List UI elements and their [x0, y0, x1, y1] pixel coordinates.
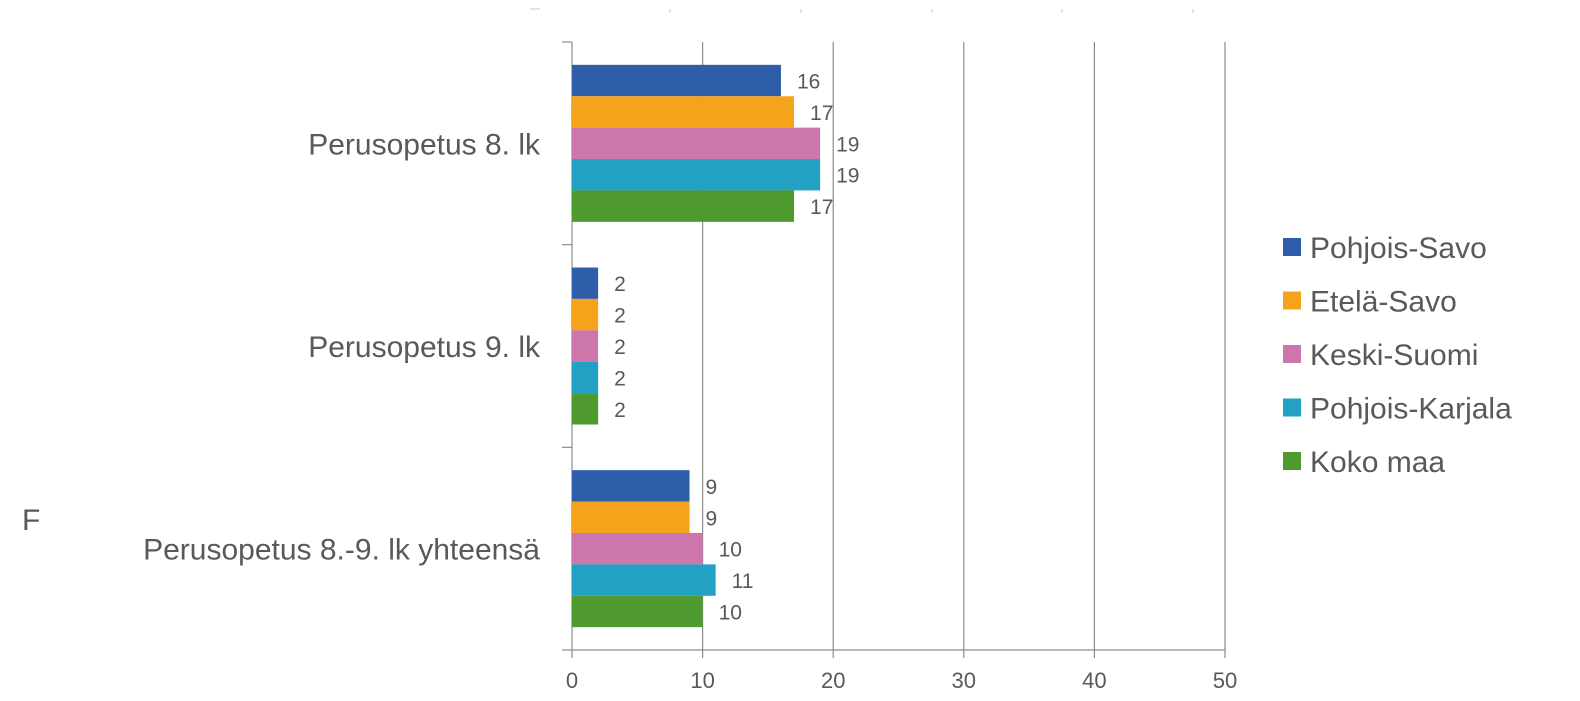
bar	[572, 298, 599, 331]
category-label: Perusopetus 9. lk	[308, 331, 541, 364]
legend-label: Pohjois-Karjala	[1310, 393, 1512, 426]
legend-swatch	[1283, 238, 1301, 256]
legend-label: Koko maa	[1310, 446, 1445, 479]
data-label: 19	[836, 165, 859, 188]
bar	[572, 64, 781, 97]
legend-swatch	[1283, 452, 1301, 470]
x-tick-label: 20	[821, 668, 845, 693]
stray-letter: F	[22, 504, 40, 537]
data-label: 11	[732, 570, 754, 593]
bar	[572, 470, 690, 502]
bar	[572, 267, 599, 299]
legend-label: Keski-Suomi	[1310, 339, 1478, 372]
bar	[572, 501, 690, 533]
x-tick-label: 10	[690, 668, 714, 693]
bar	[572, 595, 703, 628]
legend: Pohjois-Savo Etelä-Savo Keski-Suomi Pohjois…	[1283, 232, 1512, 479]
bar	[572, 532, 703, 565]
bar	[572, 330, 599, 362]
x-tick-label: 40	[1082, 668, 1106, 693]
data-label: 9	[706, 476, 718, 499]
bar	[572, 361, 599, 394]
legend-swatch	[1283, 345, 1301, 363]
bar	[572, 127, 821, 160]
data-label: 17	[810, 102, 833, 125]
data-label: 2	[614, 367, 626, 390]
bar	[572, 96, 795, 128]
data-label: 17	[810, 196, 833, 219]
legend-label: Etelä-Savo	[1310, 286, 1457, 319]
category-labels: Perusopetus 8. lk Perusopetus 9. lk Peruso…	[143, 128, 541, 566]
legend-swatch	[1283, 291, 1301, 310]
data-label: 2	[614, 399, 626, 422]
bar	[572, 190, 795, 222]
category-label: Perusopetus 8. lk	[308, 128, 541, 161]
data-label: 2	[614, 336, 626, 359]
bar	[572, 564, 716, 596]
data-label: 10	[719, 601, 742, 624]
top-axis-fragment	[530, 8, 1194, 13]
data-label: 19	[836, 133, 859, 156]
x-tick-label: 50	[1213, 668, 1237, 693]
x-tick-label: 0	[566, 668, 578, 693]
bar	[572, 393, 599, 425]
data-label: 2	[614, 305, 626, 328]
x-tick-labels: 0 10 20 30 40 50	[566, 668, 1237, 693]
bar	[572, 159, 821, 191]
data-label: 2	[614, 273, 626, 296]
x-tick-label: 30	[952, 668, 976, 693]
bars	[572, 64, 821, 628]
legend-swatch	[1283, 398, 1301, 417]
legend-label: Pohjois-Savo	[1310, 232, 1487, 265]
category-label: Perusopetus 8.-9. lk yhteensä	[143, 534, 540, 567]
data-label: 10	[719, 539, 742, 562]
data-label: 16	[797, 71, 820, 94]
data-label: 9	[706, 507, 718, 530]
